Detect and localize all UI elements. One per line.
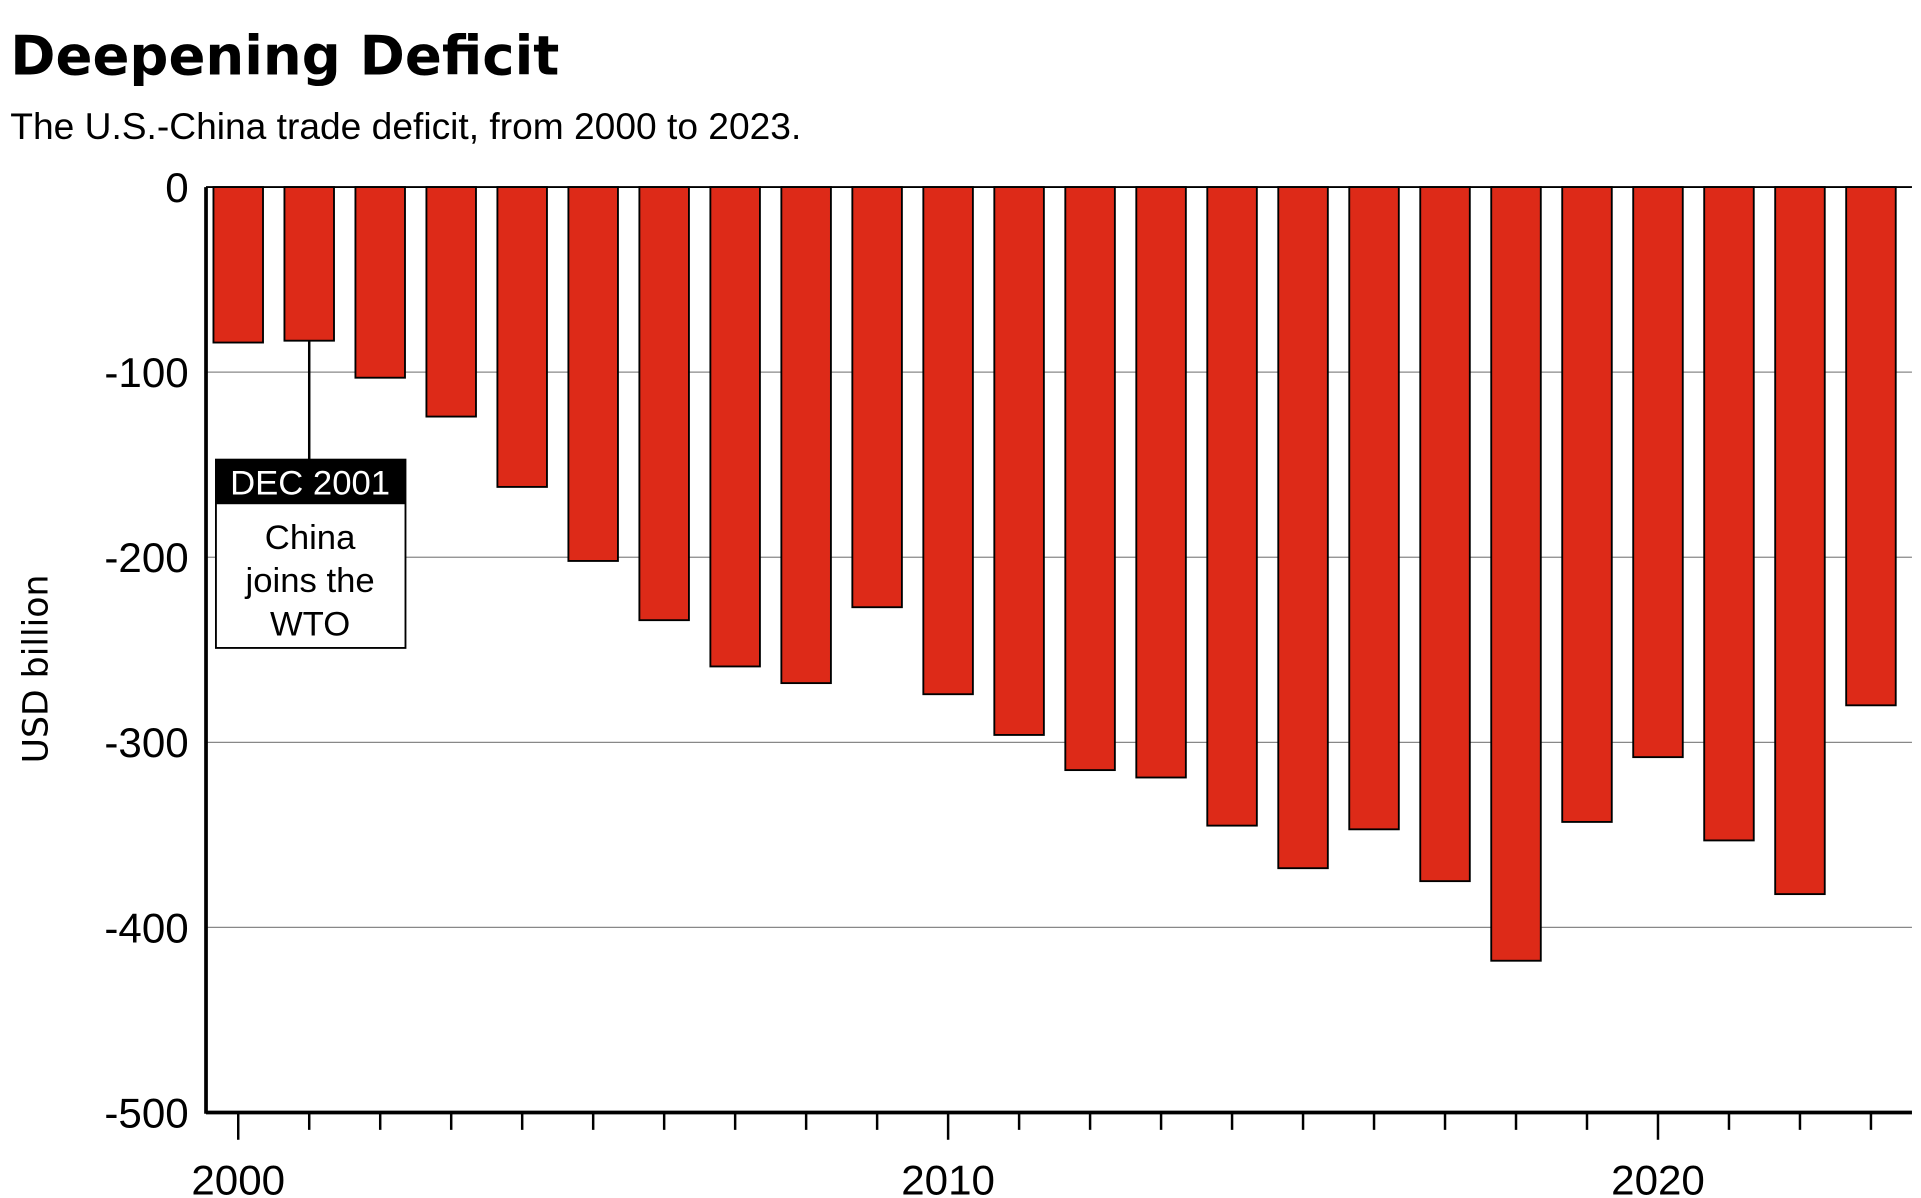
bar-2015 xyxy=(1277,186,1329,870)
bar-2001 xyxy=(283,186,335,342)
bar-2019 xyxy=(1561,186,1613,823)
x-tick-label: 2020 xyxy=(1611,1156,1705,1198)
chart-title: Deepening Deficit xyxy=(10,23,559,87)
bar-2018 xyxy=(1490,186,1542,962)
bar-2006 xyxy=(638,186,690,622)
annotation-text: China xyxy=(265,519,356,557)
y-tick-label: -300 xyxy=(104,719,188,766)
annotation-text: joins the xyxy=(245,562,375,600)
y-tick-label: -500 xyxy=(104,1089,188,1136)
y-tick-label: 0 xyxy=(165,164,188,211)
bar-2016 xyxy=(1348,186,1400,831)
x-tick-label: 2000 xyxy=(191,1156,285,1198)
bar-2022 xyxy=(1774,186,1826,896)
y-axis-label: USD billion xyxy=(16,575,56,764)
y-tick-label: -400 xyxy=(104,904,188,951)
bar-2002 xyxy=(354,186,406,379)
bar-2020 xyxy=(1632,186,1684,759)
annotation-header xyxy=(215,459,406,505)
bar-2021 xyxy=(1703,186,1755,842)
bar-2010 xyxy=(922,186,974,696)
bar-2004 xyxy=(496,186,548,488)
bar-2003 xyxy=(425,186,477,418)
annotation-heading: DEC 2001 xyxy=(230,464,390,502)
bar-2009 xyxy=(851,186,903,609)
bar-2014 xyxy=(1206,186,1258,827)
y-tick-label: -200 xyxy=(104,534,188,581)
bar-2007 xyxy=(709,186,761,668)
x-tick-label: 2010 xyxy=(901,1156,995,1198)
y-tick-label: -100 xyxy=(104,349,188,396)
bar-2012 xyxy=(1064,186,1116,772)
bar-2017 xyxy=(1419,186,1471,883)
bar-2008 xyxy=(780,186,832,685)
bar-2023 xyxy=(1845,186,1897,707)
bar-2005 xyxy=(567,186,619,562)
chart-subtitle: The U.S.-China trade deficit, from 2000 … xyxy=(10,105,801,147)
annotation-text: WTO xyxy=(270,606,350,644)
bar-2013 xyxy=(1135,186,1187,779)
bar-2000 xyxy=(212,186,264,344)
bar-2011 xyxy=(993,186,1045,736)
